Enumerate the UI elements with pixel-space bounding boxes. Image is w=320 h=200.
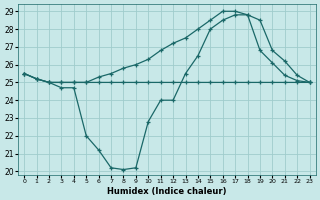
X-axis label: Humidex (Indice chaleur): Humidex (Indice chaleur) bbox=[107, 187, 227, 196]
